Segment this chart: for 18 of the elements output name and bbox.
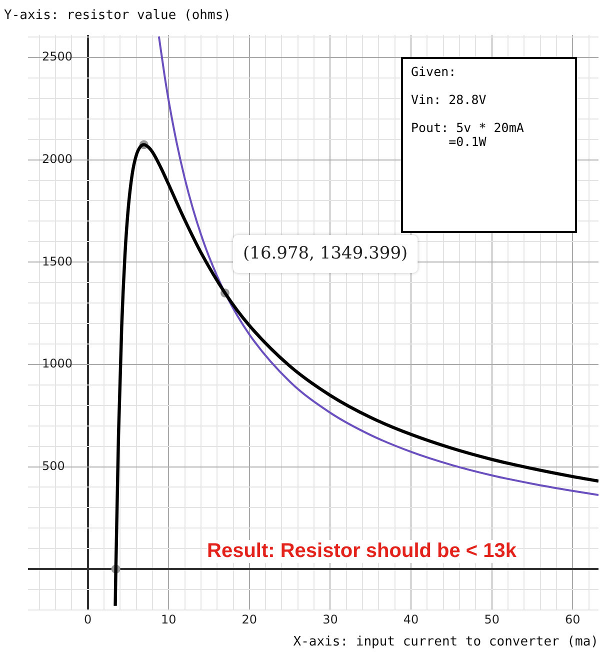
text-box: Given: Vin: 28.8V Pout: 5v * 20mA =0.1W: [401, 57, 577, 233]
x-tick-label: 0: [84, 612, 92, 626]
annotation: (16.978, 1349.399): [242, 243, 408, 264]
x-tick-label: 40: [403, 612, 419, 626]
x-tick-label: 60: [565, 612, 580, 626]
annotation: Result: Resistor should be < 13k: [207, 540, 517, 563]
x-axis-title: X-axis: input current to converter (ma): [293, 634, 598, 650]
x-tick-label: 20: [242, 612, 258, 626]
line-series: [158, 35, 598, 496]
x-tick-label: 10: [160, 612, 176, 626]
y-tick-label: 2500: [42, 50, 73, 64]
y-tick-label: 1500: [42, 254, 73, 268]
y-tick-label: 2000: [42, 152, 73, 166]
y-axis-title: Y-axis: resistor value (ohms): [4, 8, 231, 23]
x-tick-label: 30: [322, 612, 338, 626]
y-tick-label: 500: [42, 458, 65, 473]
y-tick-label: 1000: [42, 356, 73, 371]
x-tick-label: 50: [484, 612, 500, 626]
